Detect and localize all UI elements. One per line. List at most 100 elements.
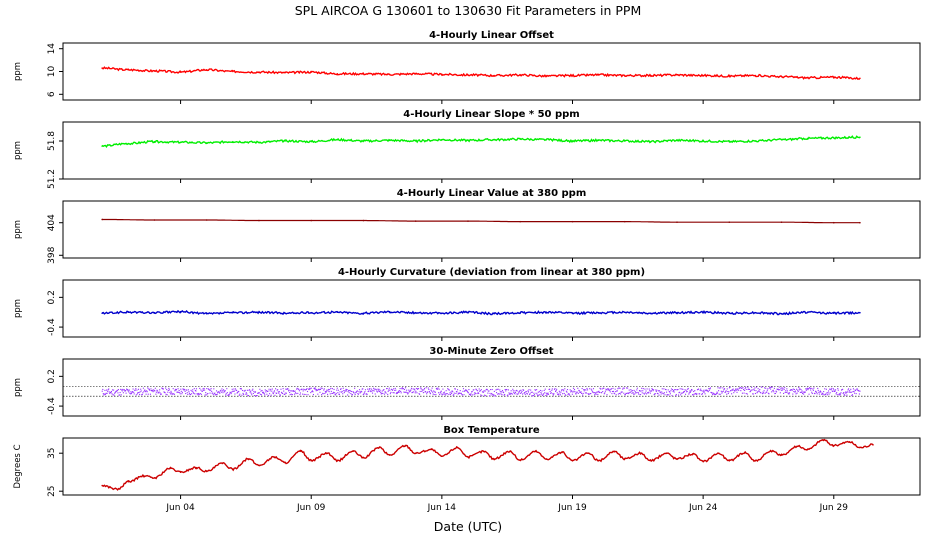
data-point	[771, 386, 773, 388]
data-point	[769, 386, 771, 388]
data-point	[258, 392, 260, 394]
data-point	[781, 389, 784, 391]
data-point	[335, 394, 337, 396]
data-point	[231, 391, 233, 393]
data-point	[814, 393, 816, 395]
data-point	[453, 394, 455, 396]
data-point	[242, 392, 244, 394]
data-point	[832, 444, 835, 447]
data-point	[735, 388, 737, 390]
data-point	[813, 387, 815, 389]
data-point	[331, 392, 333, 395]
data-point	[432, 391, 434, 393]
data-point	[267, 390, 269, 392]
data-point	[778, 389, 780, 391]
data-point	[150, 388, 152, 390]
data-point	[452, 391, 454, 393]
x-tick-label: Jun 09	[296, 503, 326, 513]
data-point	[646, 388, 648, 390]
data-point	[324, 391, 326, 393]
data-point	[676, 139, 678, 142]
data-point	[175, 388, 177, 391]
data-point	[656, 389, 658, 391]
data-point	[162, 388, 164, 390]
data-point	[791, 389, 793, 391]
y-axis-label: ppm	[13, 141, 23, 160]
data-point	[779, 392, 781, 394]
data-point	[381, 392, 383, 394]
data-point	[289, 394, 291, 396]
data-point	[324, 392, 326, 395]
data-point	[102, 393, 104, 395]
data-point	[591, 389, 593, 391]
data-point	[726, 388, 728, 390]
data-point	[643, 393, 645, 395]
data-point	[441, 312, 443, 315]
data-point	[722, 387, 724, 389]
data-point	[153, 219, 156, 221]
data-point	[343, 392, 345, 394]
data-point	[818, 391, 820, 393]
data-point	[501, 389, 504, 392]
data-point	[646, 393, 648, 395]
data-point	[859, 221, 861, 224]
data-point	[721, 392, 723, 394]
data-point	[812, 389, 814, 391]
panel-title: 30-Minute Zero Offset	[429, 346, 553, 357]
data-point	[351, 394, 354, 396]
data-point	[310, 392, 312, 394]
data-point	[508, 450, 511, 453]
data-point	[204, 394, 206, 396]
data-point	[580, 391, 582, 393]
data-point	[618, 392, 621, 395]
data-point	[761, 386, 763, 388]
data-point	[103, 394, 105, 396]
panel-5: 30-Minute Zero Offset ppm -0.4 0.2	[13, 346, 921, 420]
data-point	[836, 392, 838, 394]
data-point	[543, 393, 545, 395]
data-point	[432, 393, 434, 395]
data-point	[514, 390, 516, 392]
data-point	[410, 387, 413, 389]
data-point	[639, 390, 641, 392]
data-point	[211, 390, 213, 392]
data-point	[801, 390, 803, 392]
data-point	[681, 388, 683, 390]
data-point	[167, 389, 169, 392]
data-point	[480, 394, 482, 396]
data-point	[130, 393, 133, 395]
data-point	[671, 395, 673, 397]
data-point	[538, 391, 540, 393]
data-point	[110, 391, 112, 394]
data-point	[441, 455, 443, 458]
data-point	[220, 391, 222, 393]
data-point	[741, 392, 743, 394]
data-point	[485, 395, 487, 397]
data-point	[527, 390, 529, 392]
data-point	[352, 450, 354, 453]
data-point	[389, 389, 391, 391]
data-point	[184, 388, 186, 390]
data-point	[158, 391, 160, 393]
data-point	[406, 392, 408, 394]
data-point	[556, 388, 558, 390]
data-point	[117, 392, 119, 394]
data-point	[623, 140, 626, 142]
data-point	[635, 392, 637, 394]
data-point	[200, 389, 202, 391]
data-point	[412, 388, 414, 390]
data-point	[586, 389, 589, 391]
data-point	[747, 386, 749, 388]
data-point	[456, 446, 459, 449]
data-point	[624, 394, 626, 396]
data-point	[462, 388, 465, 390]
data-point	[466, 390, 468, 392]
data-point	[527, 391, 530, 393]
data-point	[488, 390, 490, 392]
data-point	[636, 387, 638, 389]
data-point	[778, 386, 780, 388]
data-point	[550, 392, 552, 394]
data-point	[293, 390, 295, 393]
data-point	[298, 388, 300, 390]
data-point	[689, 390, 691, 392]
